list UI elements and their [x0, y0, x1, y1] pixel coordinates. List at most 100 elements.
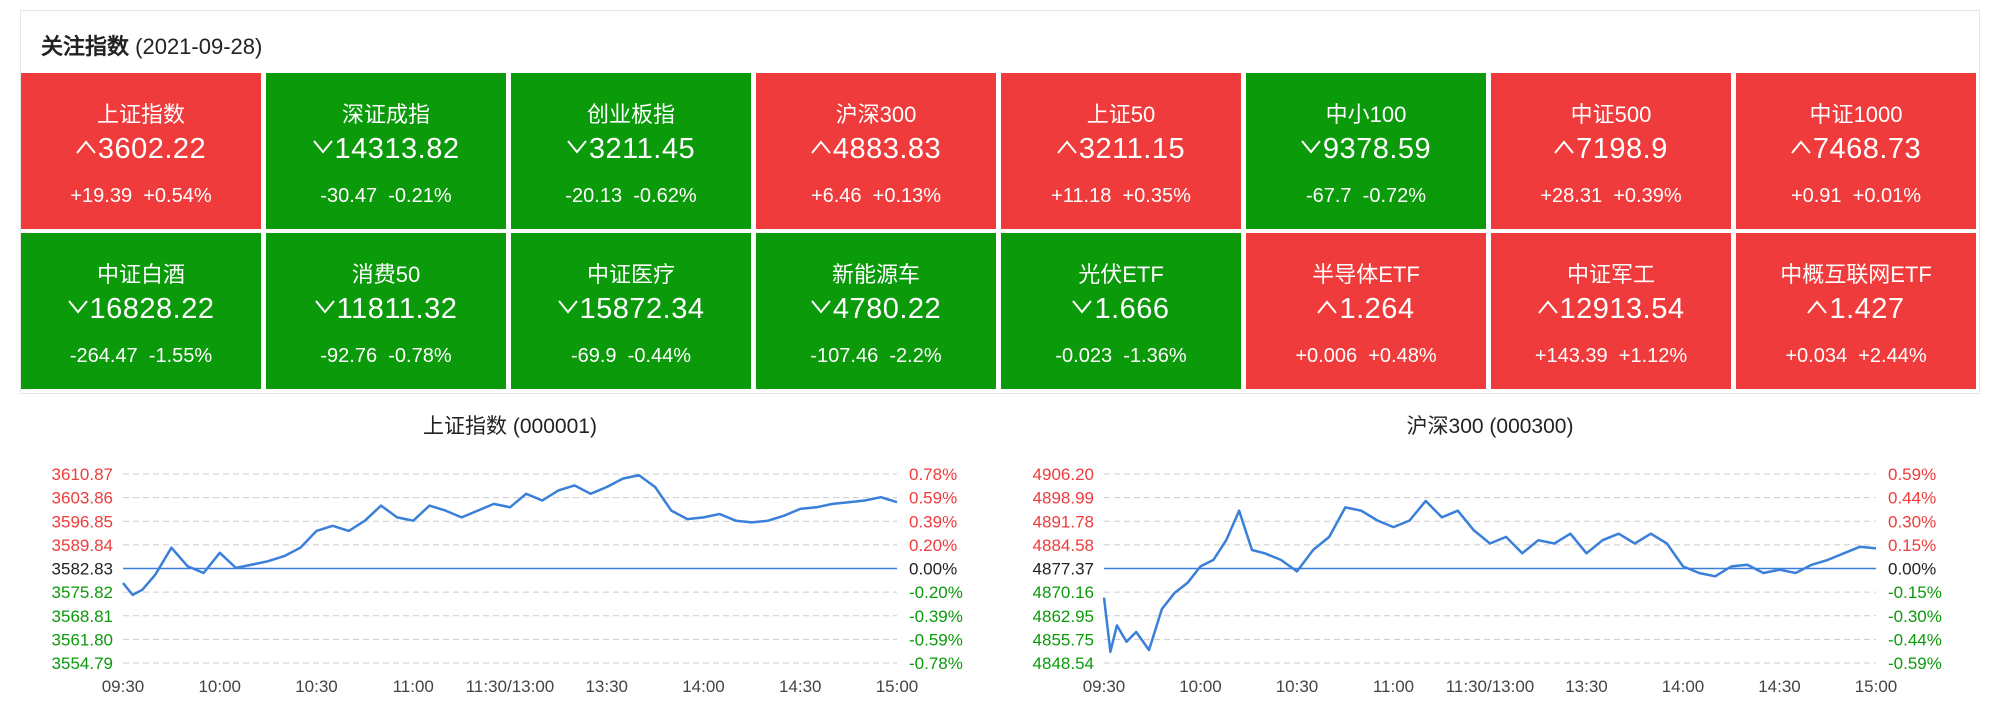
index-price-value: 4780.22: [832, 293, 942, 325]
index-change-abs: -20.13: [565, 185, 623, 207]
index-tile[interactable]: 中小100 9378.59 -67.7 -0.72%: [1246, 73, 1488, 231]
y-left-tick-label: 4855.75: [1033, 630, 1094, 649]
index-change-abs: -0.023: [1055, 345, 1113, 367]
index-tile[interactable]: 消费50 11811.32 -92.76 -0.78%: [266, 233, 508, 391]
index-price: 11811.32: [266, 293, 506, 326]
index-change: +143.39 +1.12%: [1491, 345, 1731, 368]
index-tile[interactable]: 创业板指 3211.45 -20.13 -0.62%: [511, 73, 753, 231]
y-right-tick-label: 0.20%: [909, 536, 957, 555]
panel-title: 关注指数 (2021-09-28): [41, 29, 262, 61]
caret-up-icon: [1791, 140, 1811, 154]
x-tick-label: 09:30: [102, 677, 145, 696]
index-price-value: 15872.34: [579, 293, 705, 325]
index-price-value: 9378.59: [1322, 133, 1432, 165]
y-left-tick-label: 4884.58: [1033, 536, 1094, 555]
x-tick-label: 10:00: [198, 677, 241, 696]
price-series-line: [122, 473, 898, 597]
caret-down-icon: [567, 140, 587, 154]
index-price: 4780.22: [756, 293, 996, 326]
index-price: 9378.59: [1246, 133, 1486, 166]
index-tile[interactable]: 中证医疗 15872.34 -69.9 -0.44%: [511, 233, 753, 391]
index-tile[interactable]: 中证军工 12913.54 +143.39 +1.12%: [1491, 233, 1733, 391]
caret-down-icon: [67, 300, 88, 314]
y-right-tick-label: 0.15%: [1888, 536, 1936, 555]
index-tile[interactable]: 中证500 7198.9 +28.31 +0.39%: [1491, 73, 1733, 231]
index-change-abs: +143.39: [1534, 345, 1608, 367]
index-change: +0.006 +0.48%: [1246, 345, 1486, 368]
index-change-pct: -0.72%: [1362, 185, 1427, 207]
price-series-line: [1102, 499, 1877, 653]
y-right-tick-label: 0.30%: [1888, 512, 1936, 531]
index-tile[interactable]: 光伏ETF 1.666 -0.023 -1.36%: [1001, 233, 1243, 391]
y-right-tick-label: -0.15%: [1888, 583, 1942, 602]
index-name: 创业板指: [586, 102, 675, 127]
x-tick-label: 14:00: [682, 677, 725, 696]
index-name: 中小100: [1325, 102, 1407, 127]
y-right-tick-label: 0.00%: [909, 560, 957, 579]
chart-svg: 沪深300 (000300) 4906.20 0.59% 4898.99 0.44% 48…: [1033, 415, 1942, 696]
index-tile[interactable]: 深证成指 14313.82 -30.47 -0.21%: [266, 73, 508, 231]
caret-down-icon: [314, 300, 335, 314]
y-right-tick-label: 0.00%: [1888, 560, 1936, 579]
caret-up-icon: [1807, 300, 1828, 314]
y-left-tick-label: 3589.84: [52, 536, 113, 555]
index-change: +6.46 +0.13%: [756, 185, 996, 208]
x-tick-label: 10:00: [1179, 677, 1222, 696]
index-price: 1.264: [1246, 293, 1486, 326]
y-left-tick-label: 3603.86: [52, 489, 113, 508]
index-tile[interactable]: 中证1000 7468.73 +0.91 +0.01%: [1736, 73, 1978, 231]
index-tile[interactable]: 中证白酒 16828.22 -264.47 -1.55%: [21, 233, 263, 391]
y-right-tick-label: 0.44%: [1888, 489, 1936, 508]
index-tile[interactable]: 上证50 3211.15 +11.18 +0.35%: [1001, 73, 1243, 231]
index-name: 上证指数: [96, 102, 185, 127]
index-name: 半导体ETF: [1312, 262, 1420, 287]
y-right-tick-label: -0.39%: [909, 607, 963, 626]
x-tick-label: 13:30: [1565, 677, 1608, 696]
index-price-value: 16828.22: [89, 293, 215, 325]
y-left-tick-label: 3596.85: [52, 512, 113, 531]
watchlist-panel: 关注指数 (2021-09-28) 上证指数 3602.22 +19.39 +0.5…: [20, 10, 1980, 394]
index-change-abs: -264.47: [69, 345, 138, 367]
x-tick-label: 14:30: [1758, 677, 1801, 696]
index-price-value: 7198.9: [1576, 133, 1668, 165]
index-change-abs: +28.31: [1540, 185, 1603, 207]
index-change-abs: +11.18: [1051, 185, 1112, 207]
index-name: 中证500: [1570, 102, 1652, 127]
caret-up-icon: [76, 140, 96, 154]
index-price-value: 7468.73: [1812, 133, 1922, 165]
y-left-tick-label: 3610.87: [52, 465, 113, 484]
index-price: 4883.83: [756, 133, 996, 166]
x-tick-label: 14:00: [1662, 677, 1705, 696]
y-right-tick-label: 0.39%: [909, 512, 957, 531]
y-right-tick-label: 0.59%: [1888, 465, 1936, 484]
index-tile[interactable]: 半导体ETF 1.264 +0.006 +0.48%: [1246, 233, 1488, 391]
index-tile[interactable]: 中概互联网ETF 1.427 +0.034 +2.44%: [1736, 233, 1978, 391]
index-change-pct: -0.21%: [388, 185, 452, 207]
index-price-value: 14313.82: [334, 133, 460, 165]
index-tile[interactable]: 新能源车 4780.22 -107.46 -2.2%: [756, 233, 998, 391]
index-price-value: 3602.22: [97, 133, 207, 165]
panel-title-date: (2021-09-28): [135, 34, 263, 59]
y-right-tick-label: -0.30%: [1888, 607, 1942, 626]
x-tick-label: 10:30: [295, 677, 338, 696]
index-tile[interactable]: 沪深300 4883.83 +6.46 +0.13%: [756, 73, 998, 231]
index-price: 3211.45: [511, 133, 751, 166]
index-change: -0.023 -1.36%: [1001, 345, 1241, 368]
y-left-tick-label: 3575.82: [52, 583, 113, 602]
index-price: 3602.22: [21, 133, 261, 166]
index-price: 16828.22: [21, 293, 261, 326]
index-tile[interactable]: 上证指数 3602.22 +19.39 +0.54%: [21, 73, 263, 231]
index-price: 7468.73: [1736, 133, 1976, 166]
x-tick-label: 10:30: [1276, 677, 1319, 696]
y-left-tick-label: 3568.81: [52, 607, 113, 626]
index-change: -20.13 -0.62%: [511, 185, 751, 208]
y-left-tick-label: 4848.54: [1033, 654, 1094, 673]
index-price: 12913.54: [1491, 293, 1731, 326]
index-name: 中证军工: [1566, 262, 1655, 287]
index-name: 中概互联网ETF: [1780, 262, 1932, 287]
x-tick-label: 11:00: [1373, 677, 1414, 696]
index-change-abs: -69.9: [570, 345, 617, 367]
chart-csi300: 沪深300 (000300) 4906.20 0.59% 4898.99 0.44% 48…: [1000, 405, 2000, 715]
caret-down-icon: [1301, 140, 1321, 154]
index-change-abs: -30.47: [320, 185, 378, 207]
